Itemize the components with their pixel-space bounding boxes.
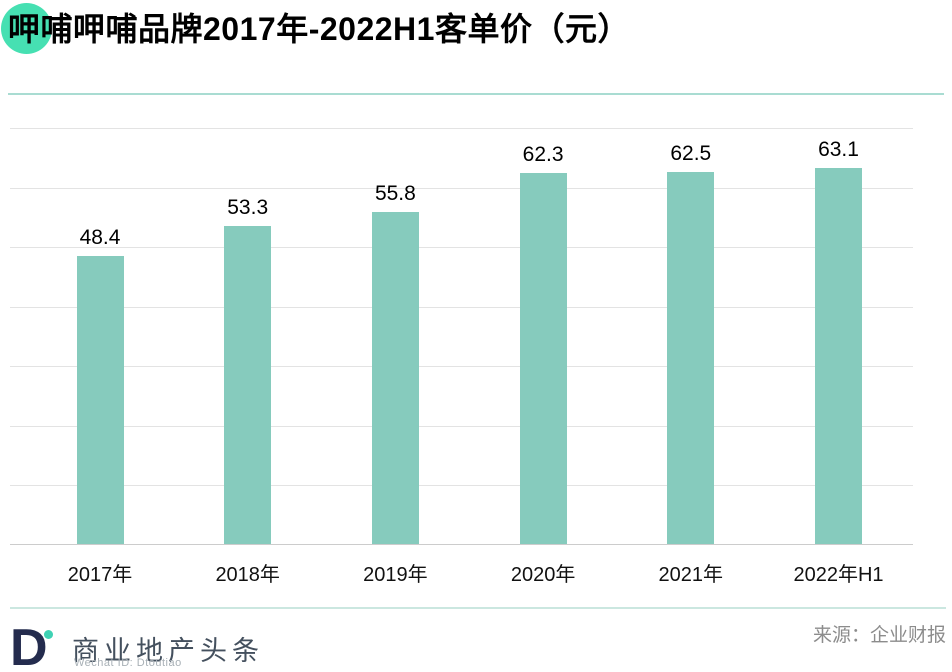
bar-value-label: 62.5: [670, 141, 712, 165]
gridline: [10, 425, 913, 427]
bar: [667, 171, 715, 544]
data-source-note: 来源：企业财报: [812, 625, 946, 646]
bar: [76, 255, 124, 544]
brand-name: 商业地产头条: [72, 636, 264, 666]
bar: [224, 226, 272, 544]
gridline: [10, 187, 913, 189]
x-axis-label: 2021年: [658, 564, 724, 586]
gridline: [10, 366, 913, 368]
brand-logo-letter: D: [10, 619, 48, 672]
title-accent-circle: [1, 3, 52, 54]
x-axis-label: 2022年H1: [793, 564, 884, 586]
gridline: [10, 306, 913, 308]
bar: [519, 172, 567, 544]
bar-value-label: 48.4: [79, 225, 121, 249]
gridline: [10, 485, 913, 487]
gridline: [10, 247, 913, 249]
bar: [371, 211, 419, 544]
bar-chart: 48.4 2017年 53.3 2018年 55.8 2019年 62.3 2020年 62.5…: [10, 128, 913, 586]
x-axis-label: 2019年: [363, 564, 428, 586]
top-divider: [8, 93, 944, 95]
x-axis-label: 2020年: [510, 564, 576, 586]
bar-value-label: 62.3: [522, 142, 564, 166]
brand-logo-dot-icon: [44, 630, 53, 639]
gridline: [10, 128, 913, 129]
footer-divider: [10, 607, 946, 609]
chart-title: 呷哺呷哺品牌2017年-2022H1客单价（元）: [8, 11, 630, 47]
bar-value-label: 53.3: [227, 196, 269, 220]
bar-value-label: 63.1: [818, 138, 859, 162]
x-axis-line: [10, 544, 913, 545]
wechat-id-label: Wechat ID: Dtoutiao: [74, 657, 182, 669]
x-axis-label: 2017年: [67, 564, 133, 586]
bar: [815, 168, 862, 544]
x-axis-label: 2018年: [215, 564, 280, 586]
bar-value-label: 55.8: [374, 181, 416, 205]
